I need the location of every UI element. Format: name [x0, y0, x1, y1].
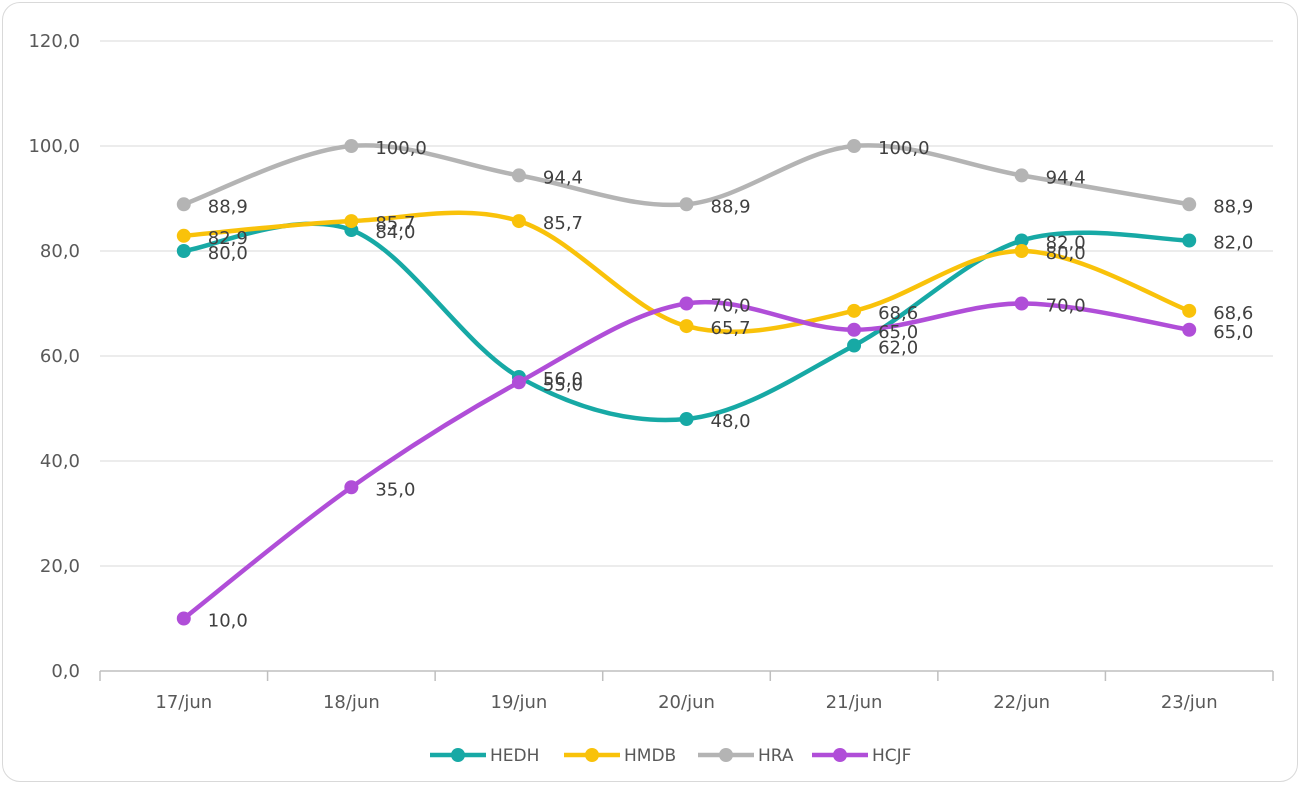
data-label-hra: 88,9 [1213, 196, 1253, 217]
data-label-hcjf: 70,0 [1046, 296, 1086, 317]
data-point-hra [847, 139, 862, 153]
x-tick-label: 21/jun [826, 692, 883, 713]
data-label-hcjf: 65,0 [878, 322, 918, 343]
data-label-hmdb: 80,0 [1046, 243, 1086, 264]
data-point-hedh [1182, 233, 1197, 248]
data-label-hra: 100,0 [375, 138, 427, 159]
y-tick-label: 20,0 [40, 556, 80, 577]
data-point-hmdb [344, 214, 359, 229]
y-tick-label: 0,0 [51, 661, 80, 682]
data-point-hedh [847, 338, 862, 353]
legend-label: HRA [758, 746, 794, 766]
x-tick-label: 17/jun [155, 692, 212, 713]
legend-item-hedh: HEDH [430, 746, 539, 766]
data-point-hra [1182, 197, 1197, 212]
data-point-hedh [1014, 233, 1029, 248]
data-point-hcjf [511, 375, 526, 390]
y-tick-label: 40,0 [40, 451, 80, 472]
data-point-hmdb [176, 228, 191, 243]
series-line-hcjf [181, 299, 1192, 621]
data-label-hmdb: 85,7 [543, 213, 583, 234]
data-point-hra [344, 139, 359, 153]
legend-label: HEDH [490, 746, 539, 766]
data-label-hmdb: 65,7 [711, 318, 751, 339]
x-tick-label: 23/jun [1161, 692, 1218, 713]
y-tick-label: 60,0 [40, 346, 80, 367]
legend: HEDH HMDB HRA HCJF [430, 746, 911, 766]
data-point-hcjf [847, 322, 862, 337]
data-label-hra: 94,4 [1046, 167, 1086, 188]
y-tick-label: 120,0 [28, 31, 80, 52]
data-label-hcjf: 55,0 [543, 374, 583, 395]
data-label-hmdb: 85,7 [375, 213, 415, 234]
data-label-hcjf: 35,0 [375, 479, 415, 500]
series-line-hra [181, 143, 1192, 208]
data-labels: 80,0 84,0 56,0 48,0 62,0 82,0 82,0 82,9 85,7 85,7… [208, 138, 1254, 632]
data-label-hedh: 62,0 [878, 338, 918, 359]
data-point-hmdb [847, 303, 862, 318]
data-point-hra [1014, 168, 1029, 183]
legend-item-hmdb: HMDB [564, 746, 676, 766]
legend-item-hcjf: HCJF [812, 746, 911, 766]
data-label-hedh: 56,0 [543, 369, 583, 390]
line-chart: 0,0 20,0 40,0 60,0 80,0 100,0 120,0 17/jun 18/ju… [28, 31, 1274, 766]
data-point-hmdb [679, 319, 694, 334]
legend-swatch-marker [833, 748, 847, 762]
data-label-hedh: 80,0 [208, 243, 248, 264]
legend-label: HCJF [872, 746, 911, 766]
gridlines [100, 40, 1273, 567]
data-point-hcjf [344, 480, 359, 495]
data-point-hmdb [511, 214, 526, 229]
data-label-hcjf: 65,0 [1213, 322, 1253, 343]
x-tick-label: 22/jun [993, 692, 1050, 713]
data-label-hedh: 82,0 [1046, 233, 1086, 254]
data-label-hcjf: 70,0 [711, 296, 751, 317]
data-label-hedh: 48,0 [711, 411, 751, 432]
axes: 0,0 20,0 40,0 60,0 80,0 100,0 120,0 17/jun 18/ju… [28, 31, 1274, 713]
x-tick-label: 19/jun [491, 692, 548, 713]
x-tick-label: 18/jun [323, 692, 380, 713]
data-label-hedh: 82,0 [1213, 233, 1253, 254]
data-label-hra: 94,4 [543, 167, 583, 188]
data-point-hra [511, 168, 526, 183]
series-lines [176, 139, 1197, 626]
data-point-hmdb [1014, 244, 1029, 258]
y-tick-label: 100,0 [28, 136, 80, 157]
data-label-hmdb: 68,6 [1213, 303, 1253, 324]
data-point-hcjf [679, 296, 694, 311]
data-point-hcjf [176, 611, 191, 626]
legend-label: HMDB [624, 746, 676, 766]
legend-swatch-marker [719, 748, 733, 762]
data-point-hra [679, 197, 694, 212]
data-label-hcjf: 10,0 [208, 611, 248, 632]
data-point-hra [176, 197, 191, 212]
legend-swatch-marker [585, 748, 599, 762]
data-point-hcjf [1182, 322, 1197, 337]
legend-item-hra: HRA [698, 746, 794, 766]
data-label-hra: 88,9 [208, 196, 248, 217]
y-tick-label: 80,0 [40, 241, 80, 262]
data-point-hedh [679, 412, 694, 426]
x-tick-label: 20/jun [658, 692, 715, 713]
data-label-hedh: 84,0 [375, 222, 415, 243]
data-label-hra: 100,0 [878, 138, 930, 159]
data-label-hmdb: 82,9 [208, 228, 248, 249]
legend-swatch-marker [451, 748, 465, 762]
data-point-hmdb [1182, 303, 1197, 318]
data-label-hmdb: 68,6 [878, 303, 918, 324]
data-point-hcjf [1014, 296, 1029, 311]
data-label-hra: 88,9 [711, 196, 751, 217]
series-line-hmdb [181, 210, 1192, 335]
data-point-hedh [176, 244, 191, 258]
